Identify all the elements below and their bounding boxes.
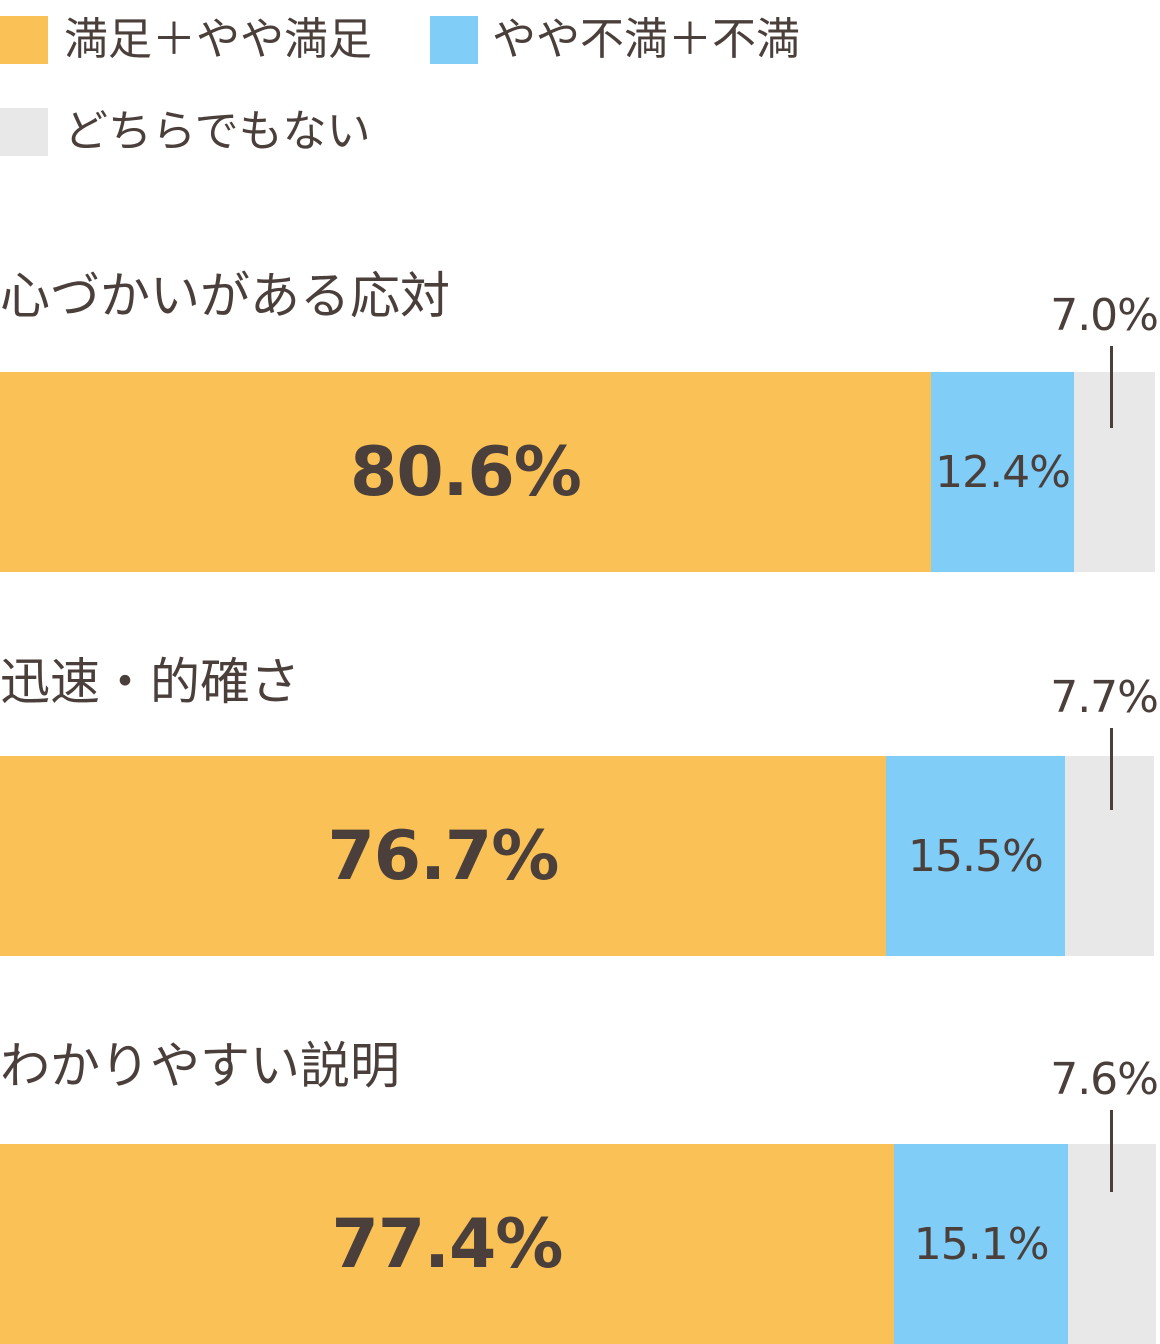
data-label-satisfied: 77.4% [331, 1204, 564, 1284]
data-label-dissatisfied: 12.4% [935, 446, 1071, 498]
row-label-clear-explanation: わかりやすい説明 [0, 1037, 400, 1095]
data-label-satisfied: 80.6% [350, 432, 582, 512]
stacked-bar-3: 77.4% 15.1% [0, 1144, 1157, 1344]
data-label-neutral: 7.7% [1050, 672, 1159, 723]
data-label-satisfied: 76.7% [327, 816, 559, 896]
bar-segment-satisfied [0, 756, 886, 956]
bar-segment-satisfied [0, 372, 931, 572]
bar-segment-dissatisfied [930, 372, 1075, 572]
legend-swatch-dissatisfied [430, 16, 478, 64]
callout-line [1110, 1110, 1113, 1192]
callout-line [1110, 346, 1113, 428]
data-label-dissatisfied: 15.1% [913, 1218, 1050, 1270]
legend-swatch-satisfied [0, 16, 48, 64]
legend-label-satisfied: 満足＋やや満足 [64, 14, 372, 65]
legend-label-dissatisfied: やや不満＋不満 [492, 14, 800, 65]
legend-swatch-neutral [0, 108, 48, 156]
bar-segment-neutral [1074, 372, 1155, 572]
row-label-attentive-service: 心づかいがある応対 [0, 267, 450, 325]
stacked-bar-2: 76.7% 15.5% [0, 756, 1155, 956]
bar-segment-satisfied [0, 1144, 894, 1344]
bar-segment-dissatisfied [885, 756, 1065, 956]
bar-segment-neutral [1064, 756, 1154, 956]
stacked-bar-1: 80.6% 12.4% [0, 372, 1155, 572]
data-label-neutral: 7.0% [1050, 290, 1159, 341]
data-label-neutral: 7.6% [1050, 1054, 1159, 1105]
callout-line [1110, 728, 1113, 810]
legend-label-neutral: どちらでもない [64, 106, 371, 157]
row-label-speed-accuracy: 迅速・的確さ [0, 653, 300, 711]
data-label-dissatisfied: 15.5% [907, 830, 1044, 882]
bar-segment-dissatisfied [893, 1144, 1069, 1344]
